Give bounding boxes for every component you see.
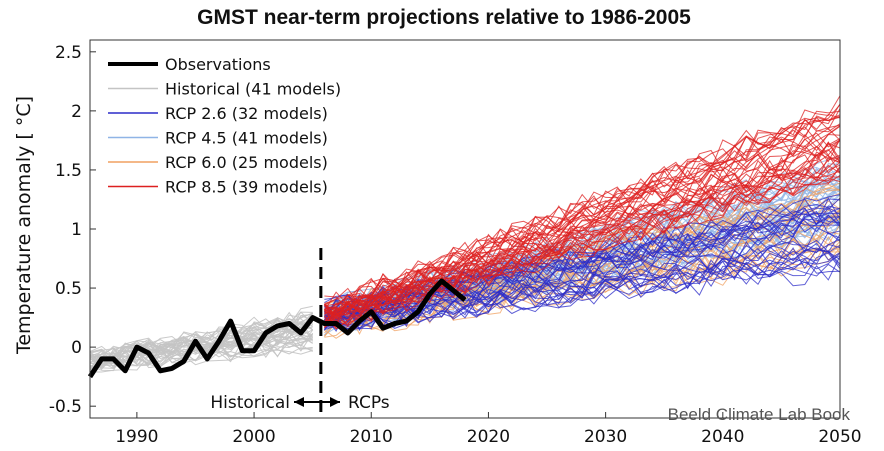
model-line [324,217,841,330]
legend-entry: Historical (41 models) [165,80,341,99]
model-line [324,203,841,318]
model-line [323,171,841,330]
legend-entry: RCP 4.5 (41 models) [165,129,328,148]
y-tick-label: 0 [71,338,82,358]
legend-background [100,48,375,200]
legend: Observations Historical (41 models) RCP 2.… [100,48,375,200]
model-line [324,132,841,317]
model-line [324,148,841,315]
chart-title: GMST near-term projections relative to 1… [197,6,691,29]
model-line [323,125,841,323]
observations-line [87,278,467,379]
model-line [324,175,841,325]
model-line [89,324,313,363]
plot-area [87,39,841,419]
model-line [324,133,841,324]
rcps-annotation: RCPs [348,393,390,413]
x-tick-label: 2000 [232,427,275,447]
legend-entry: RCP 6.0 (25 models) [165,153,328,172]
model-line [324,118,841,310]
legend-entry: RCP 2.6 (32 models) [165,104,328,123]
y-tick-label: -0.5 [49,397,82,417]
y-axis-label: Temperature anomaly [ °C] [13,96,35,355]
legend-entry: Observations [165,55,271,74]
model-line [324,103,841,311]
arrow-right-icon [330,397,340,407]
model-line [324,252,841,328]
model-line [89,335,313,370]
model-line [324,154,841,314]
model-line [89,320,313,370]
x-axis: 1990 2000 2010 2020 2030 2040 2050 [115,412,862,447]
historical-annotation: Historical [210,393,290,413]
x-tick-label: 2020 [467,427,510,447]
model-line [324,156,841,329]
y-tick-label: 1 [71,220,82,240]
x-tick-label: 2010 [350,427,393,447]
x-tick-label: 2040 [701,427,744,447]
model-line [324,151,841,316]
x-tick-label: 2050 [818,427,861,447]
arrow-left-icon [294,397,304,407]
model-line [324,141,841,328]
model-line [324,234,841,328]
y-tick-label: 2 [71,102,82,122]
y-tick-label: 0.5 [55,279,82,299]
y-tick-label: 1.5 [55,161,82,181]
credit-text: Beeld Climate Lab Book [668,405,851,424]
x-tick-label: 2030 [584,427,627,447]
model-line [324,167,841,323]
y-tick-label: 2.5 [55,43,82,63]
model-line [324,236,841,337]
x-tick-label: 1990 [115,427,158,447]
legend-entry: RCP 8.5 (39 models) [165,178,328,197]
period-annotation: Historical RCPs [210,393,389,413]
y-axis: -0.5 0 0.5 1 1.5 2 2.5 [49,43,96,417]
model-line [324,143,841,319]
